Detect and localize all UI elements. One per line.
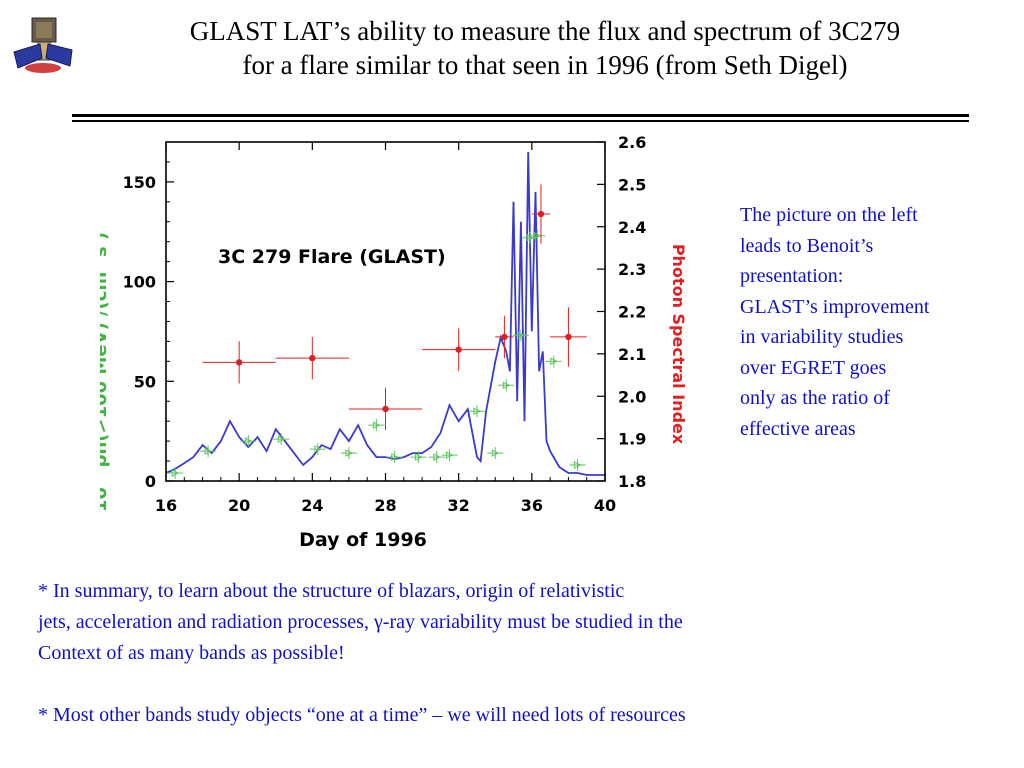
- index-point: [501, 333, 508, 341]
- chart-annotation: 3C 279 Flare (GLAST): [218, 246, 446, 268]
- y2-axis-label: Photon Spectral Index: [669, 244, 688, 445]
- x-tick-label: 16: [155, 496, 177, 515]
- satellite-icon: [12, 14, 74, 80]
- title-rule-thick: [72, 114, 969, 117]
- flux-point: [491, 449, 500, 457]
- index-point: [565, 333, 572, 341]
- flux-point: [446, 451, 454, 459]
- x-axis-label: Day of 1996: [299, 529, 427, 551]
- index-points: [202, 184, 587, 431]
- side-note-line: over EGRET goes: [740, 356, 887, 379]
- slide-title: GLAST LAT’s ability to measure the flux …: [90, 14, 1000, 82]
- side-note: The picture on the left leads to Benoit’s…: [740, 200, 1010, 444]
- x-tick-label: 40: [594, 496, 616, 515]
- axis-ticks: [165, 141, 606, 482]
- side-note-line: only as the ratio of: [740, 387, 890, 409]
- x-tick-label: 24: [301, 496, 323, 515]
- flux-point: [391, 453, 399, 461]
- resources-note: * Most other bands study objects “one at…: [38, 704, 686, 726]
- flux-point: [345, 449, 354, 457]
- flux-point: [244, 437, 253, 445]
- y2-tick-label: 1.8: [618, 472, 646, 491]
- y-tick-label: 150: [123, 173, 156, 192]
- y-tick-label: 0: [145, 472, 156, 491]
- y-tick-label: 100: [123, 273, 156, 292]
- side-note-line: in variability studies: [740, 326, 904, 348]
- x-tick-label: 28: [374, 496, 396, 515]
- flux-point: [414, 453, 423, 461]
- side-note-line: The picture on the left: [740, 204, 918, 226]
- index-point: [235, 359, 243, 366]
- side-note-line: effective areas: [740, 417, 856, 440]
- title-line-2: for a flare similar to that seen in 1996…: [242, 50, 848, 80]
- title-line-1: GLAST LAT’s ability to measure the flux …: [189, 16, 901, 46]
- flux-point: [433, 453, 441, 461]
- tick-labels: 16 20 24 28 32 36 40 0 50 100 150 1.8 1.9 2.0 2.1 2.2 2.…: [123, 133, 647, 515]
- flux-point: [171, 469, 180, 477]
- flux-point: [277, 435, 286, 443]
- x-tick-label: 36: [521, 496, 543, 515]
- flux-point: [314, 445, 322, 453]
- y2-tick-label: 2.2: [618, 303, 646, 322]
- flare-chart: 16 20 24 28 32 36 40 0 50 100 150 1.8 1.9 2.0 2.1 2.2 2.…: [87, 130, 710, 560]
- summary-line: * In summary, to learn about the structu…: [38, 580, 625, 602]
- summary-lines: * In summary, to learn about the structu…: [38, 576, 998, 669]
- y2-tick-label: 2.4: [618, 218, 646, 237]
- flux-curve-line: [165, 151, 605, 476]
- flux-point: [533, 231, 542, 240]
- flux-point: [372, 421, 381, 429]
- y-tick-label: 50: [134, 372, 156, 391]
- side-note-line: leads to Benoit’s: [740, 234, 874, 257]
- y-axis-label: 10-7 ph(>100 MeV) /(cm2 s ): [100, 232, 111, 512]
- side-note-line: presentation:: [740, 265, 844, 287]
- flux-point: [574, 461, 582, 469]
- x-tick-label: 32: [448, 496, 470, 515]
- title-rule-thin: [72, 120, 969, 122]
- summary-block: * In summary, to learn about the structu…: [38, 576, 998, 731]
- y2-tick-label: 1.9: [618, 430, 646, 449]
- flux-point: [550, 357, 558, 366]
- summary-line: Context of as many bands as possible!: [38, 642, 345, 664]
- flux-point: [517, 331, 525, 340]
- summary-line: jets, acceleration and radiation process…: [38, 611, 683, 633]
- index-point: [537, 210, 545, 218]
- flux-point: [502, 381, 511, 390]
- side-note-line: GLAST’s improvement: [740, 295, 930, 318]
- y2-tick-label: 2.5: [618, 175, 646, 194]
- index-point: [309, 354, 316, 362]
- y2-tick-label: 2.1: [618, 345, 646, 364]
- x-tick-label: 20: [228, 496, 250, 515]
- index-point: [455, 346, 462, 353]
- flux-point: [473, 407, 482, 416]
- flux-point: [204, 447, 213, 455]
- y2-tick-label: 2.6: [618, 133, 646, 152]
- chart-background: [100, 130, 710, 560]
- y2-tick-label: 2.3: [618, 260, 646, 279]
- index-point: [382, 405, 389, 413]
- flux-curve: [165, 151, 605, 476]
- y2-tick-label: 2.0: [618, 387, 646, 406]
- flux-points: [167, 229, 586, 480]
